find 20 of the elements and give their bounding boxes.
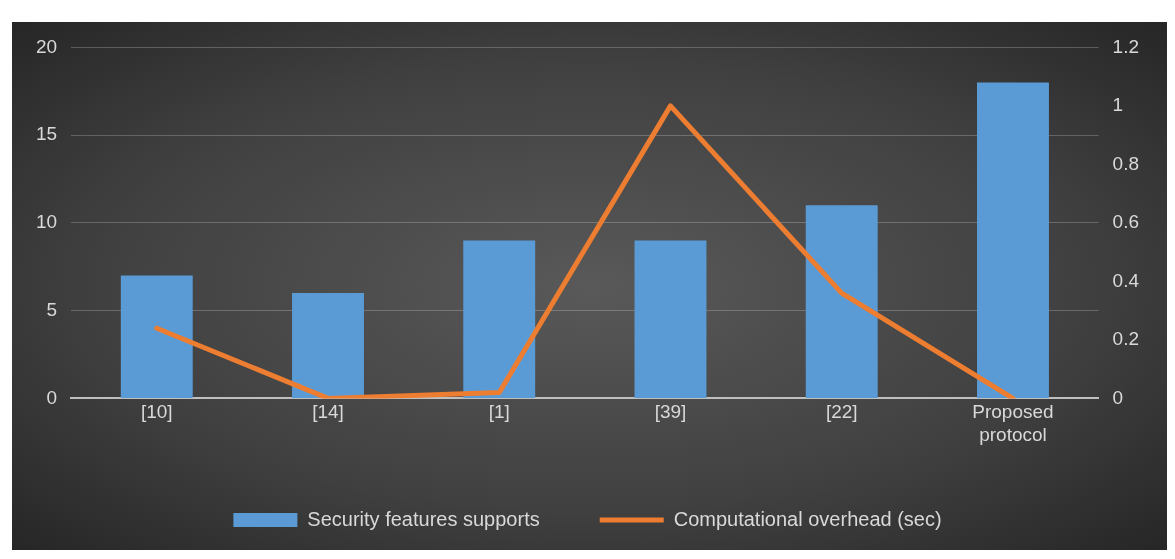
legend-label: Computational overhead (sec) bbox=[673, 507, 942, 530]
x-tick-label: [1] bbox=[488, 401, 510, 423]
y2-tick-label: 0 bbox=[1112, 386, 1124, 408]
y2-tick-label: 0.6 bbox=[1112, 211, 1140, 233]
x-tick-label: [39] bbox=[654, 401, 687, 423]
x-tick-label: [14] bbox=[312, 401, 344, 423]
legend-label: Security features supports bbox=[307, 507, 540, 530]
y-tick-label: 10 bbox=[35, 211, 58, 233]
x-tick-label: [10] bbox=[140, 401, 173, 423]
y2-tick-label: 0.8 bbox=[1112, 152, 1140, 174]
y2-tick-label: 1.2 bbox=[1112, 35, 1140, 57]
y2-tick-label: 1 bbox=[1112, 94, 1124, 116]
y2-tick-label: 0.4 bbox=[1112, 269, 1140, 291]
x-tick-label: Proposed protocol bbox=[972, 401, 1054, 445]
y-tick-label: 15 bbox=[35, 123, 58, 145]
y2-tick-label: 0.2 bbox=[1112, 328, 1140, 350]
y-tick-label: 20 bbox=[35, 35, 58, 57]
y-tick-label: 0 bbox=[46, 386, 58, 408]
x-tick-label: [22] bbox=[825, 401, 858, 423]
y-tick-label: 5 bbox=[46, 298, 58, 320]
